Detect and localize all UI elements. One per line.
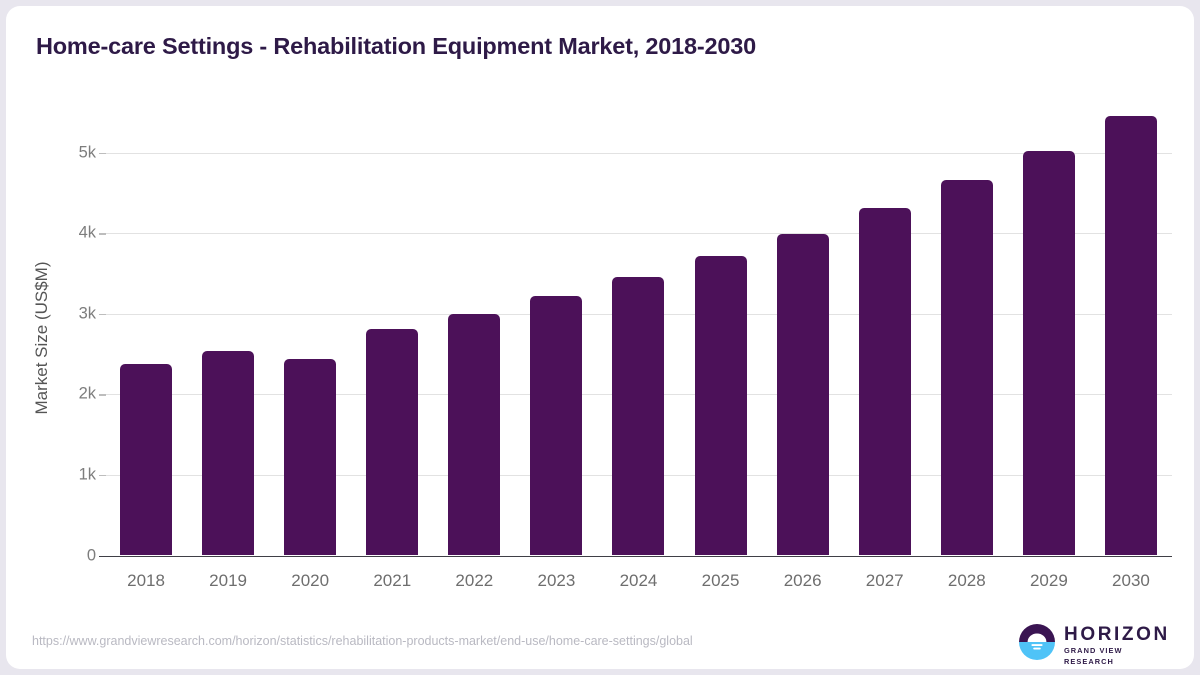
gridline	[105, 233, 1172, 235]
bar-group: 2024	[597, 6, 679, 669]
bar-group: 2025	[680, 6, 762, 669]
bar-group: 2027	[844, 6, 926, 669]
bar[interactable]	[202, 350, 255, 556]
x-tick-label: 2023	[537, 571, 576, 590]
y-tick-mark	[99, 152, 106, 154]
bars-group: 2018 2019 2020 2021 2022 2023 2024 2025 2026 2027…	[105, 6, 1172, 669]
x-tick-label: 2028	[947, 571, 986, 590]
y-tick-mark	[99, 233, 106, 235]
x-tick-label: 2022	[455, 571, 494, 590]
y-tick-mark	[99, 474, 106, 477]
horizon-logo-icon	[1018, 623, 1056, 661]
bar-group: 2029	[1008, 6, 1090, 669]
bar[interactable]	[858, 208, 911, 556]
bar-group: 2022	[433, 6, 515, 669]
axis-baseline	[105, 555, 1172, 557]
x-tick-label: 2030	[1112, 571, 1150, 590]
bar[interactable]	[284, 358, 337, 556]
bar[interactable]	[1022, 151, 1075, 556]
x-tick-label: 2021	[373, 571, 412, 590]
bar[interactable]	[366, 328, 419, 556]
logo-tagline: GRAND VIEW RESEARCH	[1064, 646, 1123, 666]
y-tick-mark	[99, 394, 106, 396]
x-tick-label: 2018	[127, 571, 165, 590]
bar[interactable]	[694, 255, 747, 556]
bar[interactable]	[612, 277, 665, 556]
bar-group: 2021	[351, 6, 433, 669]
y-tick-label: 5k	[78, 143, 96, 161]
bar[interactable]	[776, 233, 829, 556]
bar-group: 2030	[1090, 6, 1172, 669]
y-tick-mark	[99, 555, 106, 557]
x-tick-label: 2025	[701, 571, 740, 590]
source-url[interactable]: https://www.grandviewresearch.com/horizo…	[32, 634, 693, 648]
y-tick-label: 4k	[78, 223, 96, 242]
bar-group: 2023	[515, 6, 597, 669]
y-tick-label: 1k	[78, 465, 96, 484]
chart-card: Home-care Settings - Rehabilitation Equi…	[6, 6, 1194, 669]
x-tick-label: 2029	[1029, 571, 1068, 590]
gridline	[105, 152, 1172, 154]
y-tick-label: 0	[86, 546, 96, 564]
bar-group: 2020	[269, 6, 351, 669]
bar-group: 2026	[762, 6, 844, 669]
page-title: Home-care Settings - Rehabilitation Equi…	[36, 33, 757, 59]
bar-chart: Market Size (US$M) 0 1k 2k 3k 4k 5k 2018 2019 2…	[6, 6, 1194, 669]
x-tick-label: 2019	[209, 571, 248, 590]
x-tick-label: 2024	[619, 571, 658, 590]
bar-group: 2019	[187, 6, 269, 669]
bar-group: 2028	[926, 6, 1008, 669]
y-tick-mark	[99, 313, 106, 316]
bar[interactable]	[530, 296, 583, 556]
horizon-logo: HORIZON GRAND VIEW RESEARCH	[1012, 621, 1172, 666]
bar[interactable]	[120, 364, 173, 556]
logo-wordmark: HORIZON	[1064, 624, 1170, 645]
y-tick-label: 3k	[78, 304, 96, 323]
y-tick-label: 2k	[78, 384, 96, 403]
x-tick-label: 2020	[291, 571, 330, 590]
bar[interactable]	[448, 314, 501, 556]
bar-group: 2018	[105, 6, 187, 669]
bar[interactable]	[940, 180, 993, 556]
horizon-logo-text: HORIZON GRAND VIEW RESEARCH	[1064, 625, 1172, 667]
bar[interactable]	[1104, 116, 1157, 556]
x-tick-label: 2026	[783, 571, 822, 590]
x-tick-label: 2027	[865, 571, 904, 590]
